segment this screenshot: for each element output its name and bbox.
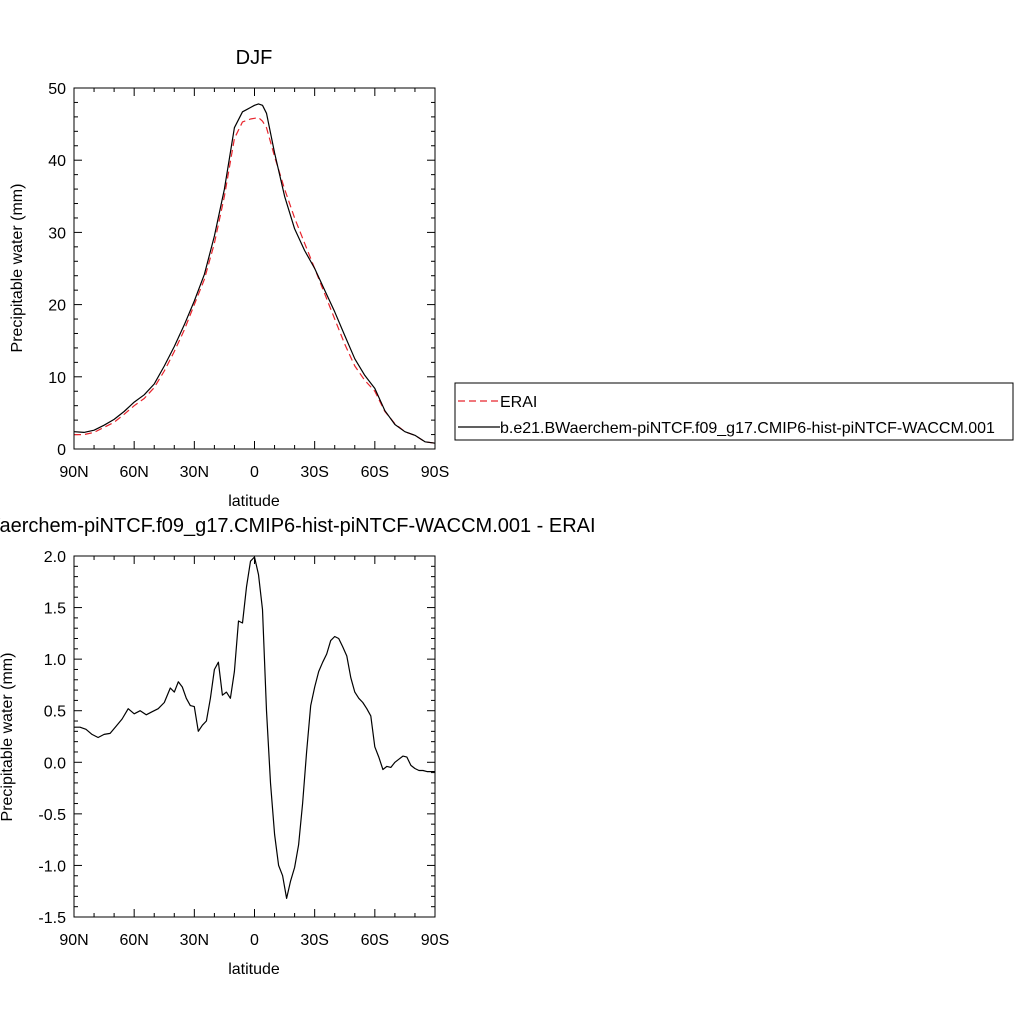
y-tick-label: 10 [48,370,66,387]
x-tick-label: 30N [180,932,209,949]
x-tick-label: 90N [59,464,88,481]
top-chart-title: DJF [236,47,273,69]
legend-label-model: b.e21.BWaerchem-piNTCF.f09_g17.CMIP6-his… [500,420,995,437]
x-tick-label: 30S [300,932,328,949]
y-tick-label: -1.5 [38,910,66,927]
y-tick-label: 0 [57,442,66,459]
x-tick-label: 90N [59,932,88,949]
bottom-plot-frame [73,555,436,918]
x-tick-label: 0 [250,464,259,481]
x-tick-label: 60N [119,932,148,949]
y-tick-label: 0.0 [44,755,66,772]
y-tick-label: 0.5 [44,704,66,721]
y-tick-label: 2.0 [44,549,66,566]
top-plot-frame [73,87,436,450]
bottom-y-axis-label: Precipitable water (mm) [0,653,16,822]
x-tick-label: 30N [180,464,209,481]
y-tick-label: 1.5 [44,601,66,618]
bottom-panel: b.e21.BWaerchem-piNTCF.f09_g17.CMIP6-his… [0,515,596,978]
y-tick-label: 20 [48,298,66,315]
series-line-model [73,103,436,444]
x-tick-label: 60S [361,932,389,949]
x-tick-label: 90S [421,932,449,949]
series-line-difference [74,556,435,900]
top-x-axis-label: latitude [228,493,280,510]
x-tick-label: 60S [361,464,389,481]
y-tick-label: 40 [48,153,66,170]
top-panel: DJF 90N 60N 30N 0 30S 60S 90S 0 10 20 30 40 50 latit… [9,47,449,510]
legend-label-erai: ERAI [500,394,537,411]
y-tick-label: -0.5 [38,807,66,824]
series-line-erai [74,116,436,444]
top-y-axis-label: Precipitable water (mm) [9,184,26,353]
y-tick-label: 1.0 [44,652,66,669]
x-tick-label: 60N [119,464,148,481]
y-tick-label: -1.0 [38,858,66,875]
x-tick-label: 30S [300,464,328,481]
x-tick-label: 0 [250,932,259,949]
legend-box [454,382,1014,441]
y-tick-label: 30 [48,225,66,242]
bottom-x-axis-label: latitude [228,961,280,978]
y-tick-label: 50 [48,81,66,98]
x-tick-label: 90S [421,464,449,481]
bottom-chart-title: b.e21.BWaerchem-piNTCF.f09_g17.CMIP6-his… [0,515,596,537]
legend: ERAI b.e21.BWaerchem-piNTCF.f09_g17.CMIP… [454,382,1014,441]
